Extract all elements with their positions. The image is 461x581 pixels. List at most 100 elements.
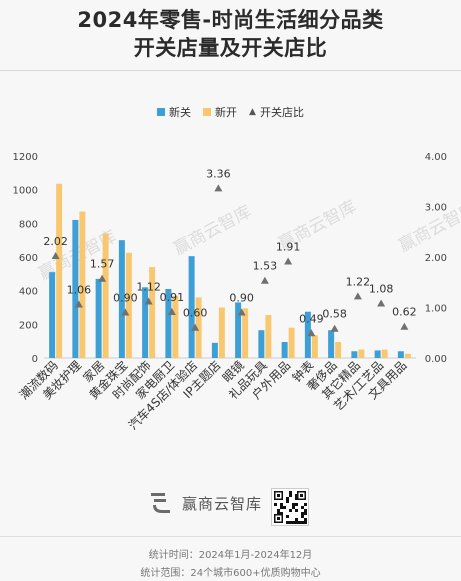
y-left-tick-label: 800 — [19, 219, 38, 230]
legend-item-open: 新开 — [203, 104, 237, 120]
ratio-marker — [377, 299, 386, 307]
legend-item-close: 新关 — [157, 104, 191, 120]
bar-open — [288, 327, 295, 358]
chart-canvas: 赢商云智库赢商云智库赢商云智库赢商云智库 0 200 400 600 800 1000 12… — [13, 152, 461, 433]
y-left-tick-label: 600 — [19, 253, 38, 264]
bar-close — [95, 278, 102, 358]
bar-close — [211, 342, 218, 358]
watermark-layer: 赢商云智库赢商云智库赢商云智库赢商云智库 — [35, 197, 461, 285]
bar-open — [358, 349, 365, 358]
ratio-data-label: 0.60 — [183, 307, 208, 320]
ratio-marker — [400, 322, 409, 330]
ratio-data-label: 1.91 — [276, 241, 301, 254]
y-left-tick-label: 0 — [32, 354, 38, 365]
legend-label-ratio: 开关店比 — [259, 106, 304, 119]
ratio-data-label: 1.22 — [346, 275, 371, 288]
bar-open — [125, 252, 132, 358]
bar-open — [242, 308, 249, 358]
title-block: 2024年零售-时尚生活细分品类 开关店量及开关店比 — [0, 6, 461, 62]
bar-open — [172, 295, 179, 358]
bar-close — [49, 272, 56, 358]
bar-open — [56, 183, 63, 358]
y-right-tick-label: 3.00 — [425, 203, 447, 214]
y-right-tick-label: 4.00 — [425, 152, 447, 163]
ratio-marker — [167, 308, 176, 316]
bar-close — [281, 342, 288, 358]
ratio-data-label: 3.36 — [206, 167, 231, 180]
y-right-tick-label: 2.00 — [425, 253, 447, 264]
ratio-marker — [307, 329, 316, 337]
bar-close — [118, 240, 125, 358]
ratio-data-label: 2.02 — [43, 235, 68, 248]
ratio-marker — [214, 184, 223, 192]
right-axis: 0.00 1.00 2.00 3.00 4.00 — [425, 152, 447, 365]
ratio-data-label: 0.58 — [322, 308, 347, 321]
ratio-markers-group: 2.021.061.570.901.120.910.603.360.901.53… — [43, 167, 417, 337]
y-left-tick-label: 1000 — [13, 186, 38, 197]
bar-close — [374, 350, 381, 358]
watermark-text: 赢商云智库 — [170, 202, 254, 260]
ratio-marker — [284, 257, 293, 265]
page-title-line1: 2024年零售-时尚生活细分品类 — [77, 8, 384, 32]
brand-block: 赢商云智库 — [148, 490, 262, 516]
bars-group — [49, 183, 411, 358]
bar-open — [218, 307, 225, 358]
ratio-data-label: 0.90 — [229, 292, 254, 305]
top-divider — [0, 70, 461, 71]
y-left-tick-label: 200 — [19, 320, 38, 331]
bar-close — [72, 219, 79, 358]
bottom-divider — [0, 536, 461, 537]
triangle-icon: ▲ — [249, 107, 256, 117]
page-title-line2: 开关店量及开关店比 — [133, 36, 328, 60]
bar-open — [265, 315, 272, 358]
footer-scope: 统计范围：24个城市600+优质购物中心 — [140, 568, 321, 579]
legend-label-open: 新开 — [215, 106, 238, 119]
brand-logo-icon — [148, 490, 174, 516]
ratio-marker — [237, 308, 246, 316]
chart-legend: 新关 新开 ▲ 开关店比 — [0, 104, 461, 120]
y-left-tick-label: 400 — [19, 287, 38, 298]
footer-time: 统计时间：2024年1月-2024年12月 — [148, 550, 313, 561]
bar-open — [335, 342, 342, 358]
bar-close — [142, 287, 149, 358]
bar-close — [328, 330, 335, 358]
bar-open — [311, 335, 318, 358]
legend-swatch-close — [157, 108, 166, 116]
ratio-marker — [260, 276, 269, 284]
bar-close — [304, 311, 311, 358]
ratio-marker — [144, 297, 153, 305]
ratio-marker — [74, 300, 83, 308]
y-right-tick-label: 0.00 — [425, 354, 447, 365]
bar-open — [404, 353, 411, 358]
y-left-tick-label: 1200 — [13, 152, 38, 163]
bar-close — [258, 330, 265, 358]
brand-name: 赢商云智库 — [182, 494, 263, 513]
ratio-data-label: 1.53 — [253, 260, 278, 273]
qr-code-icon — [271, 488, 309, 526]
ratio-data-label: 1.12 — [136, 280, 161, 293]
ratio-data-label: 1.06 — [67, 283, 92, 296]
category-labels-group: 潮流数码美妆护理家居黄金珠宝时尚配饰家电厨卫汽车4S店/体验店IP主题店眼镜礼品… — [16, 358, 409, 433]
ratio-data-label: 0.90 — [113, 292, 138, 305]
y-right-tick-label: 1.00 — [425, 304, 447, 315]
bar-close — [165, 288, 172, 358]
bar-open — [195, 297, 202, 358]
bar-open — [79, 211, 86, 358]
bar-close — [351, 351, 358, 358]
bar-close — [397, 351, 404, 358]
ratio-marker — [51, 251, 60, 259]
legend-item-ratio: ▲ 开关店比 — [249, 104, 304, 120]
ratio-data-label: 0.49 — [299, 312, 324, 325]
ratio-data-label: 1.08 — [369, 282, 394, 295]
ratio-marker — [330, 324, 339, 332]
ratio-marker — [353, 292, 362, 300]
bar-close — [235, 302, 242, 358]
bar-open — [381, 349, 388, 358]
bar-open — [102, 233, 109, 358]
legend-swatch-open — [203, 108, 212, 116]
ratio-data-label: 0.91 — [160, 291, 185, 304]
legend-label-close: 新关 — [169, 106, 192, 119]
left-axis: 0 200 400 600 800 1000 1200 — [13, 152, 38, 365]
ratio-marker — [121, 308, 130, 316]
ratio-marker — [191, 323, 200, 331]
